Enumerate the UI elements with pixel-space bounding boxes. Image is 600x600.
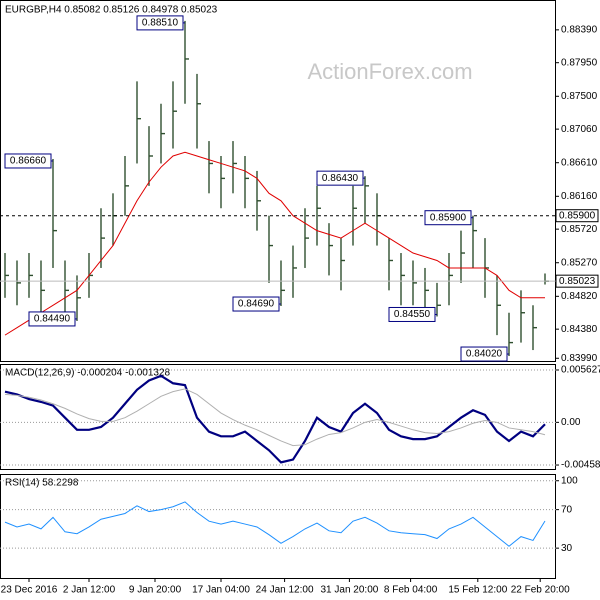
price-frame xyxy=(0,0,556,362)
last-label: 0.85023 xyxy=(559,276,596,287)
price-title: EURGBP,H4 0.85082 0.85126 0.84978 0.8502… xyxy=(5,5,218,16)
y-tick-label: 0.83990 xyxy=(561,353,598,364)
x-tick-label: 23 Dec 2016 xyxy=(1,585,58,596)
series-line xyxy=(4,151,545,336)
annotation-label: 0.84490 xyxy=(34,314,71,325)
annotation-label: 0.84020 xyxy=(466,349,503,360)
y-tick-label: 0.88390 xyxy=(561,24,598,35)
x-tick-label: 8 Feb 04:00 xyxy=(384,585,438,596)
x-tick-label: 15 Feb 12:00 xyxy=(448,585,507,596)
y-tick-label: 0.84820 xyxy=(561,291,598,302)
y-tick-label: 70 xyxy=(561,504,573,515)
annotation-label: 0.84690 xyxy=(238,299,275,310)
x-tick-label: 9 Jan 20:00 xyxy=(129,585,182,596)
series-line xyxy=(4,388,546,447)
x-tick-label: 22 Feb 20:00 xyxy=(511,585,570,596)
rsi-frame xyxy=(0,474,556,579)
macd-title: MACD(12,26,9) -0.000204 -0.001328 xyxy=(5,368,171,379)
annotation-label: 0.85900 xyxy=(430,212,467,223)
y-tick-label: 0.85720 xyxy=(561,224,598,235)
x-tick-label: 17 Jan 04:00 xyxy=(192,585,250,596)
y-tick-label: 0.87500 xyxy=(561,91,598,102)
x-tick-label: 24 Jan 12:00 xyxy=(256,585,314,596)
watermark: ActionForex.com xyxy=(307,59,472,84)
x-tick-label: 31 Jan 20:00 xyxy=(320,585,378,596)
y-tick-label: 0.87060 xyxy=(561,124,598,135)
y-tick-label: 30 xyxy=(561,543,573,554)
y-tick-label: -0.004586 xyxy=(561,460,600,471)
macd-frame xyxy=(0,364,556,470)
hline-label: 0.85900 xyxy=(559,210,596,221)
x-tick-label: 2 Jan 12:00 xyxy=(63,585,116,596)
series-line xyxy=(4,374,546,464)
y-tick-label: 0.84380 xyxy=(561,324,598,335)
annotation-label: 0.86660 xyxy=(10,156,47,167)
y-tick-label: 0.87950 xyxy=(561,57,598,68)
y-tick-label: 0.00 xyxy=(561,417,581,428)
y-tick-label: 0.85270 xyxy=(561,257,598,268)
y-tick-label: 0.86610 xyxy=(561,157,598,168)
annotation-label: 0.88510 xyxy=(142,18,179,29)
series-line xyxy=(4,501,546,547)
rsi-title: RSI(14) 58.2298 xyxy=(5,478,79,489)
hline-box xyxy=(555,209,599,223)
y-tick-label: 0.005627 xyxy=(561,365,600,376)
y-tick-label: 100 xyxy=(561,475,578,486)
y-tick-label: 0.86160 xyxy=(561,191,598,202)
annotation-label: 0.84550 xyxy=(394,309,431,320)
annotation-label: 0.86430 xyxy=(322,173,359,184)
last-box xyxy=(555,274,599,288)
